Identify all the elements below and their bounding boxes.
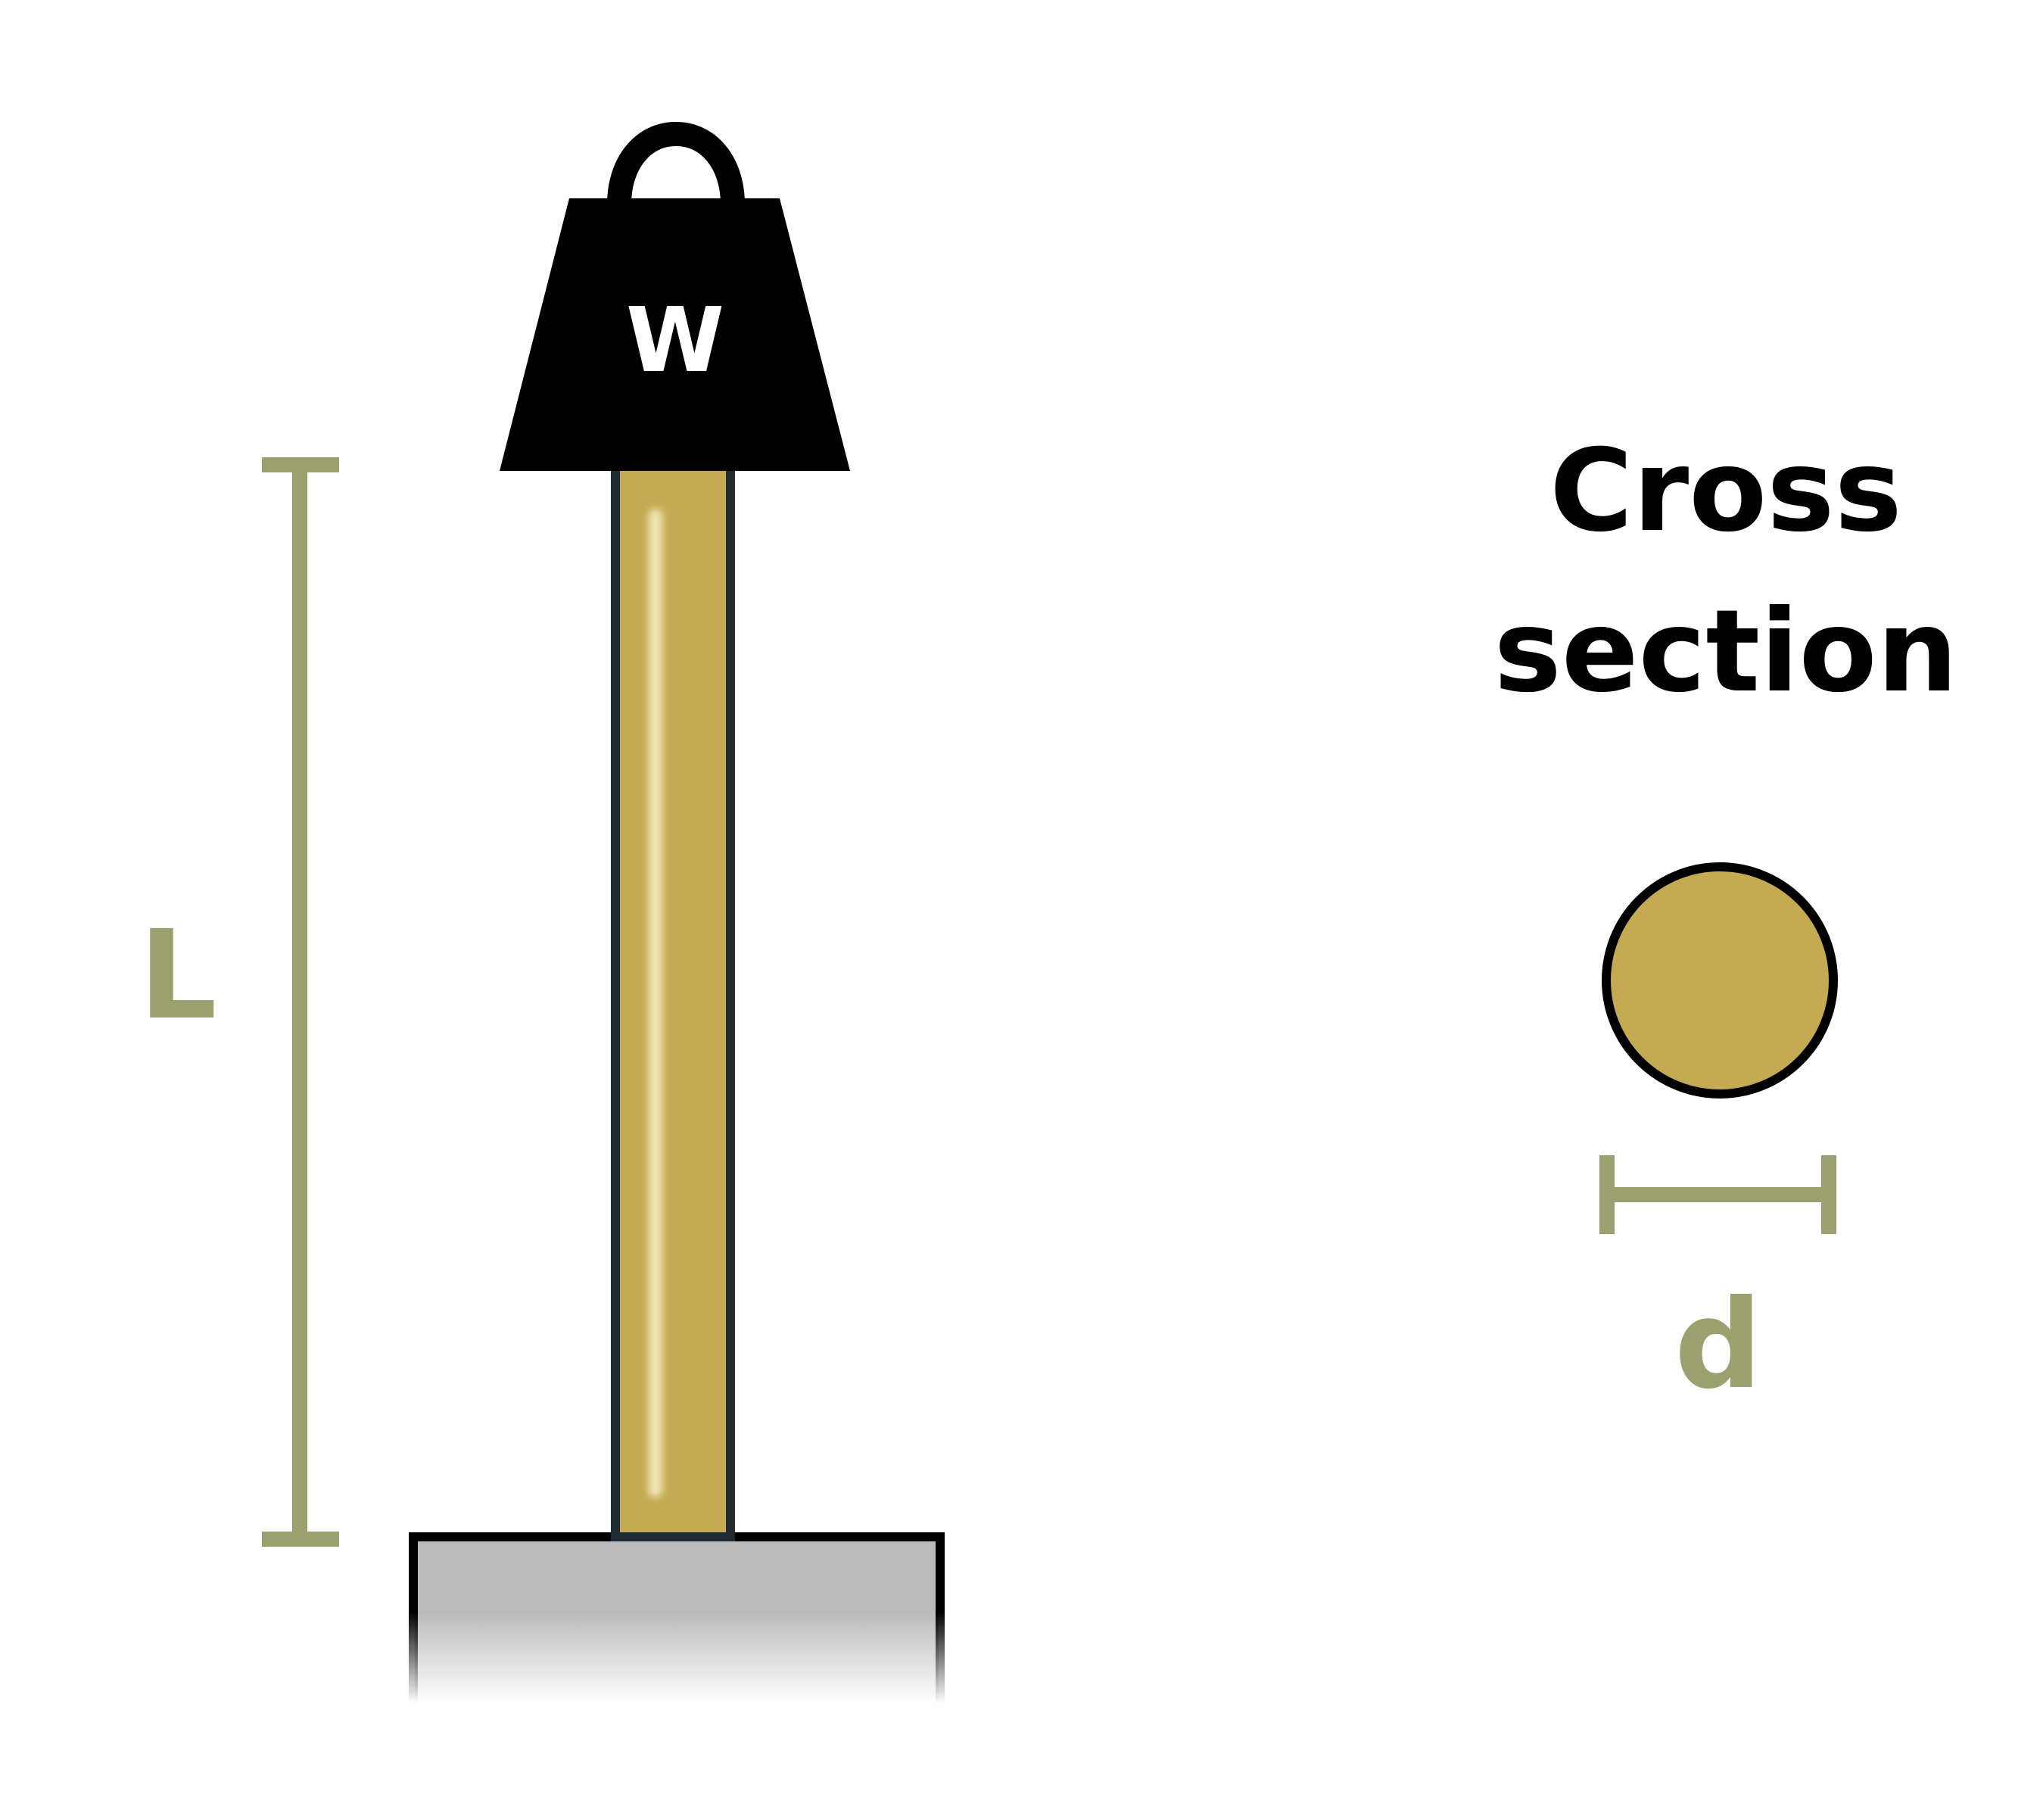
diameter-label: d	[1674, 1274, 1762, 1416]
cross-section-title-line1: Cross	[1549, 425, 1902, 557]
weight-label: W	[626, 288, 724, 392]
length-label: L	[139, 905, 216, 1047]
cross-section-title-line2: section	[1494, 586, 1958, 718]
cross-section-circle	[1602, 862, 1838, 1099]
ground-base	[409, 1532, 945, 1703]
length-dimension: L	[139, 457, 339, 1547]
weight: W	[500, 121, 850, 471]
weight-handle	[607, 121, 745, 205]
weight-body	[500, 198, 850, 471]
column-rod	[611, 459, 735, 1541]
rod-highlight	[649, 509, 662, 1497]
cross-section-title: Cross section	[1494, 425, 1958, 718]
diameter-dimension: d	[1599, 1155, 1836, 1416]
